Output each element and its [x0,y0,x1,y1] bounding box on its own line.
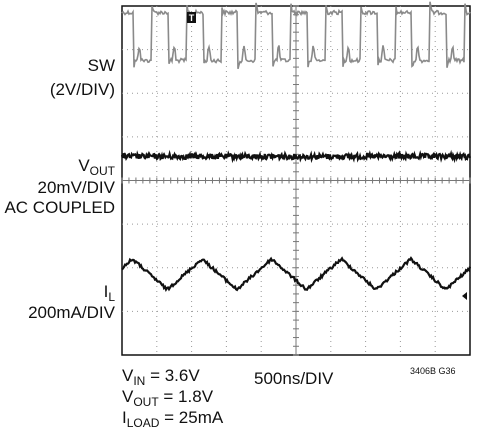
condition-vout: VOUT = 1.8V [122,387,214,409]
condition-vin: VIN = 3.6V [122,366,200,388]
vout-coupling: AC COUPLED [4,198,115,217]
vout-channel-scale: 20mV/DIV [37,178,115,197]
traces [120,1,472,292]
timebase-label: 500ns/DIV [254,369,334,388]
condition-iload: ILOAD = 25mA [122,408,224,430]
il-channel-scale: 200mA/DIV [28,303,115,322]
trigger-marker: T [187,12,196,23]
sw-channel-name: SW [87,56,115,75]
figure-id: 3406B G36 [410,366,456,376]
svg-text:T: T [189,13,195,23]
trigger-arrow-icon [462,292,467,300]
trace-v-out [120,149,471,164]
sw-channel-scale: (2V/DIV) [49,80,115,99]
trace-sw [121,1,471,69]
il-channel-name: IL [103,282,115,304]
trace-i-l [121,256,472,292]
vout-channel-name: VOUT [78,156,115,178]
grid [121,5,471,356]
